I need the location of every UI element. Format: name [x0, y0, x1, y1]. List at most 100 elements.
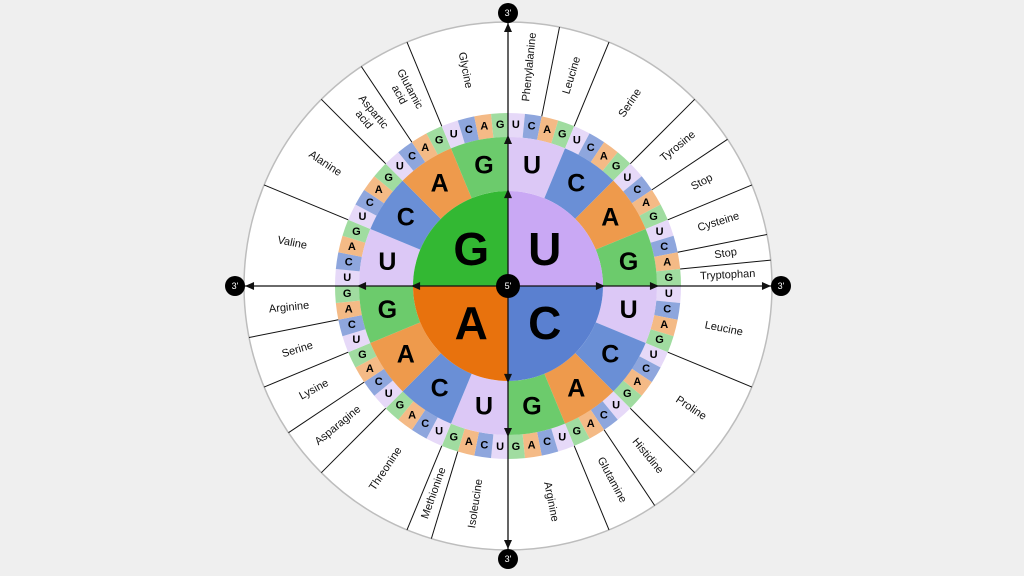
- third-base-letter: G: [612, 161, 621, 173]
- second-base-letter: U: [620, 296, 638, 324]
- third-base-cell: [342, 329, 371, 353]
- third-base-cell: [508, 434, 525, 459]
- third-base-letter: G: [396, 399, 405, 411]
- second-base-sector: [370, 180, 441, 250]
- third-base-cell: [565, 126, 590, 155]
- third-base-letter: G: [358, 349, 367, 361]
- third-base-letter: C: [408, 151, 416, 163]
- third-base-cell: [398, 142, 426, 171]
- arrowhead-icon: [761, 282, 771, 290]
- third-base-letter: A: [345, 304, 353, 316]
- second-base-letter: C: [431, 374, 449, 402]
- third-base-cell: [335, 252, 362, 272]
- second-base-sector: [359, 286, 421, 344]
- second-base-letter: A: [431, 170, 449, 198]
- third-base-letter: C: [543, 436, 551, 448]
- third-base-letter: A: [660, 319, 668, 331]
- third-base-letter: C: [480, 439, 488, 451]
- third-base-letter: A: [366, 363, 374, 375]
- first-base-letter: C: [528, 297, 561, 349]
- third-base-letter: C: [348, 319, 356, 331]
- second-base-sector: [508, 137, 566, 199]
- third-base-cell: [590, 142, 618, 171]
- three-prime-badge: [225, 276, 245, 296]
- amino-acid-divider: [406, 41, 443, 127]
- third-base-cell: [631, 189, 661, 216]
- third-base-letter: C: [642, 363, 650, 375]
- third-base-letter: U: [496, 441, 504, 453]
- third-base-cell: [613, 163, 642, 192]
- third-base-cell: [623, 368, 652, 396]
- third-base-letter: C: [660, 241, 668, 253]
- second-base-sector: [450, 137, 508, 199]
- third-base-cell: [355, 189, 385, 216]
- third-base-cell: [335, 269, 360, 286]
- amino-acid-divider: [248, 319, 339, 338]
- five-prime-badge: [496, 274, 520, 298]
- three-prime-badge: [498, 549, 518, 569]
- five-prime-label: 5': [505, 281, 512, 291]
- amino-acid-divider: [667, 184, 753, 221]
- second-base-letter: A: [601, 204, 619, 232]
- amino-acid-divider: [263, 184, 349, 221]
- third-base-cell: [457, 116, 479, 144]
- third-base-letter: A: [587, 418, 595, 430]
- amino-acid-divider: [573, 41, 610, 127]
- third-base-letter: G: [649, 211, 658, 223]
- arrowhead-icon: [504, 135, 512, 145]
- third-base-cell: [522, 113, 542, 140]
- third-base-cell: [441, 423, 465, 452]
- third-base-letter: G: [449, 432, 458, 444]
- third-base-cell: [335, 300, 362, 320]
- third-base-cell: [623, 176, 652, 204]
- third-base-letter: A: [633, 376, 641, 388]
- arrowhead-icon: [504, 189, 512, 199]
- third-base-cell: [639, 204, 668, 229]
- arrowhead-icon: [504, 539, 512, 549]
- third-base-letter: U: [612, 399, 620, 411]
- third-base-letter: U: [656, 226, 664, 238]
- third-base-cell: [491, 434, 508, 459]
- second-base-sector: [370, 322, 441, 392]
- third-base-cell: [342, 219, 371, 243]
- second-base-letter: U: [475, 393, 493, 421]
- third-base-letter: C: [633, 184, 641, 196]
- arrowhead-icon: [245, 282, 255, 290]
- third-base-letter: U: [343, 272, 351, 284]
- third-base-letter: C: [375, 376, 383, 388]
- third-base-letter: A: [465, 436, 473, 448]
- third-base-letter: G: [655, 334, 664, 346]
- arrowhead-icon: [411, 282, 421, 290]
- first-base-quadrant: [413, 286, 508, 381]
- three-prime-label: 3': [778, 281, 785, 291]
- second-base-letter: C: [567, 170, 585, 198]
- first-base-letter: U: [528, 223, 561, 275]
- second-base-letter: G: [378, 296, 397, 324]
- third-base-cell: [602, 152, 631, 181]
- third-base-cell: [355, 356, 385, 383]
- third-base-letter: A: [408, 409, 416, 421]
- second-base-letter: U: [378, 248, 396, 276]
- third-base-letter: A: [421, 142, 429, 154]
- third-base-cell: [656, 269, 681, 286]
- amino-acid-divider: [288, 381, 365, 434]
- second-base-sector: [544, 353, 614, 424]
- third-base-cell: [364, 176, 393, 204]
- third-base-cell: [338, 315, 366, 337]
- second-base-sector: [595, 286, 657, 344]
- third-base-cell: [645, 329, 674, 353]
- second-base-sector: [402, 353, 472, 424]
- third-base-letter: G: [435, 134, 444, 146]
- second-base-letter: G: [522, 393, 541, 421]
- third-base-letter: A: [480, 121, 488, 133]
- amino-acid-label: Arginine: [268, 300, 309, 316]
- third-base-cell: [348, 343, 377, 368]
- second-base-sector: [359, 228, 421, 286]
- third-base-cell: [551, 120, 575, 149]
- third-base-cell: [613, 380, 642, 409]
- third-base-letter: U: [512, 119, 520, 131]
- third-base-cell: [565, 417, 590, 446]
- third-base-letter: G: [623, 388, 632, 400]
- second-base-sector: [595, 228, 657, 286]
- second-base-letter: G: [619, 248, 638, 276]
